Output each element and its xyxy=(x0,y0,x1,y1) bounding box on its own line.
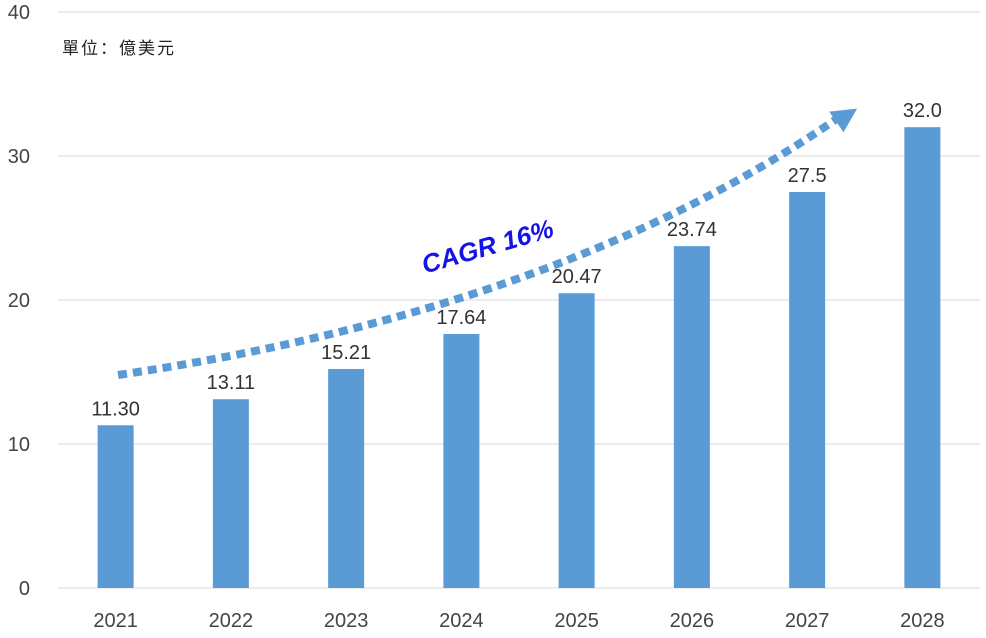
data-label-2027: 27.5 xyxy=(788,165,827,187)
y-axis-ticks: 0 10 20 30 40 xyxy=(8,2,30,600)
x-tick-label: 2024 xyxy=(439,610,484,632)
x-tick-label: 2026 xyxy=(670,610,715,632)
bar-2021 xyxy=(97,425,134,588)
y-tick-label: 40 xyxy=(8,2,30,24)
gridlines xyxy=(58,11,980,589)
x-tick-label: 2027 xyxy=(785,610,830,632)
bar-2022 xyxy=(212,399,249,588)
cagr-trend-arrow xyxy=(117,114,841,379)
bar-2024 xyxy=(443,333,480,588)
data-label-2023: 15.21 xyxy=(321,342,371,364)
unit-label: 單位：億美元 xyxy=(62,39,176,59)
data-label-2024: 17.64 xyxy=(436,307,486,329)
data-label-2022: 13.11 xyxy=(207,372,256,394)
data-label-2021: 11.30 xyxy=(91,398,140,420)
bar-2027 xyxy=(789,192,826,588)
x-tick-label: 2023 xyxy=(324,610,369,632)
y-tick-label: 0 xyxy=(19,578,30,600)
cagr-annotation: CAGR 16% xyxy=(418,213,557,279)
x-tick-label: 2021 xyxy=(93,610,138,632)
y-tick-label: 20 xyxy=(8,290,30,312)
data-labels: 11.30 13.11 15.21 17.64 20.47 23.74 27.5 32.0 xyxy=(91,100,942,420)
data-label-2028: 32.0 xyxy=(903,100,942,122)
bar-2025 xyxy=(558,293,595,588)
y-tick-label: 10 xyxy=(8,434,30,456)
y-tick-label: 30 xyxy=(8,146,30,168)
bar-2026 xyxy=(673,246,710,589)
data-label-2025: 20.47 xyxy=(552,266,602,288)
x-tick-label: 2028 xyxy=(900,610,945,632)
data-label-2026: 23.74 xyxy=(667,219,717,241)
bars xyxy=(97,127,941,589)
x-tick-label: 2022 xyxy=(209,610,254,632)
cagr-arrow-head xyxy=(829,108,858,133)
bar-2028 xyxy=(904,127,941,588)
x-tick-label: 2025 xyxy=(554,610,599,632)
bar-2023 xyxy=(328,368,365,588)
x-axis-ticks: 2021 2022 2023 2024 2025 2026 2027 2028 xyxy=(93,610,944,632)
